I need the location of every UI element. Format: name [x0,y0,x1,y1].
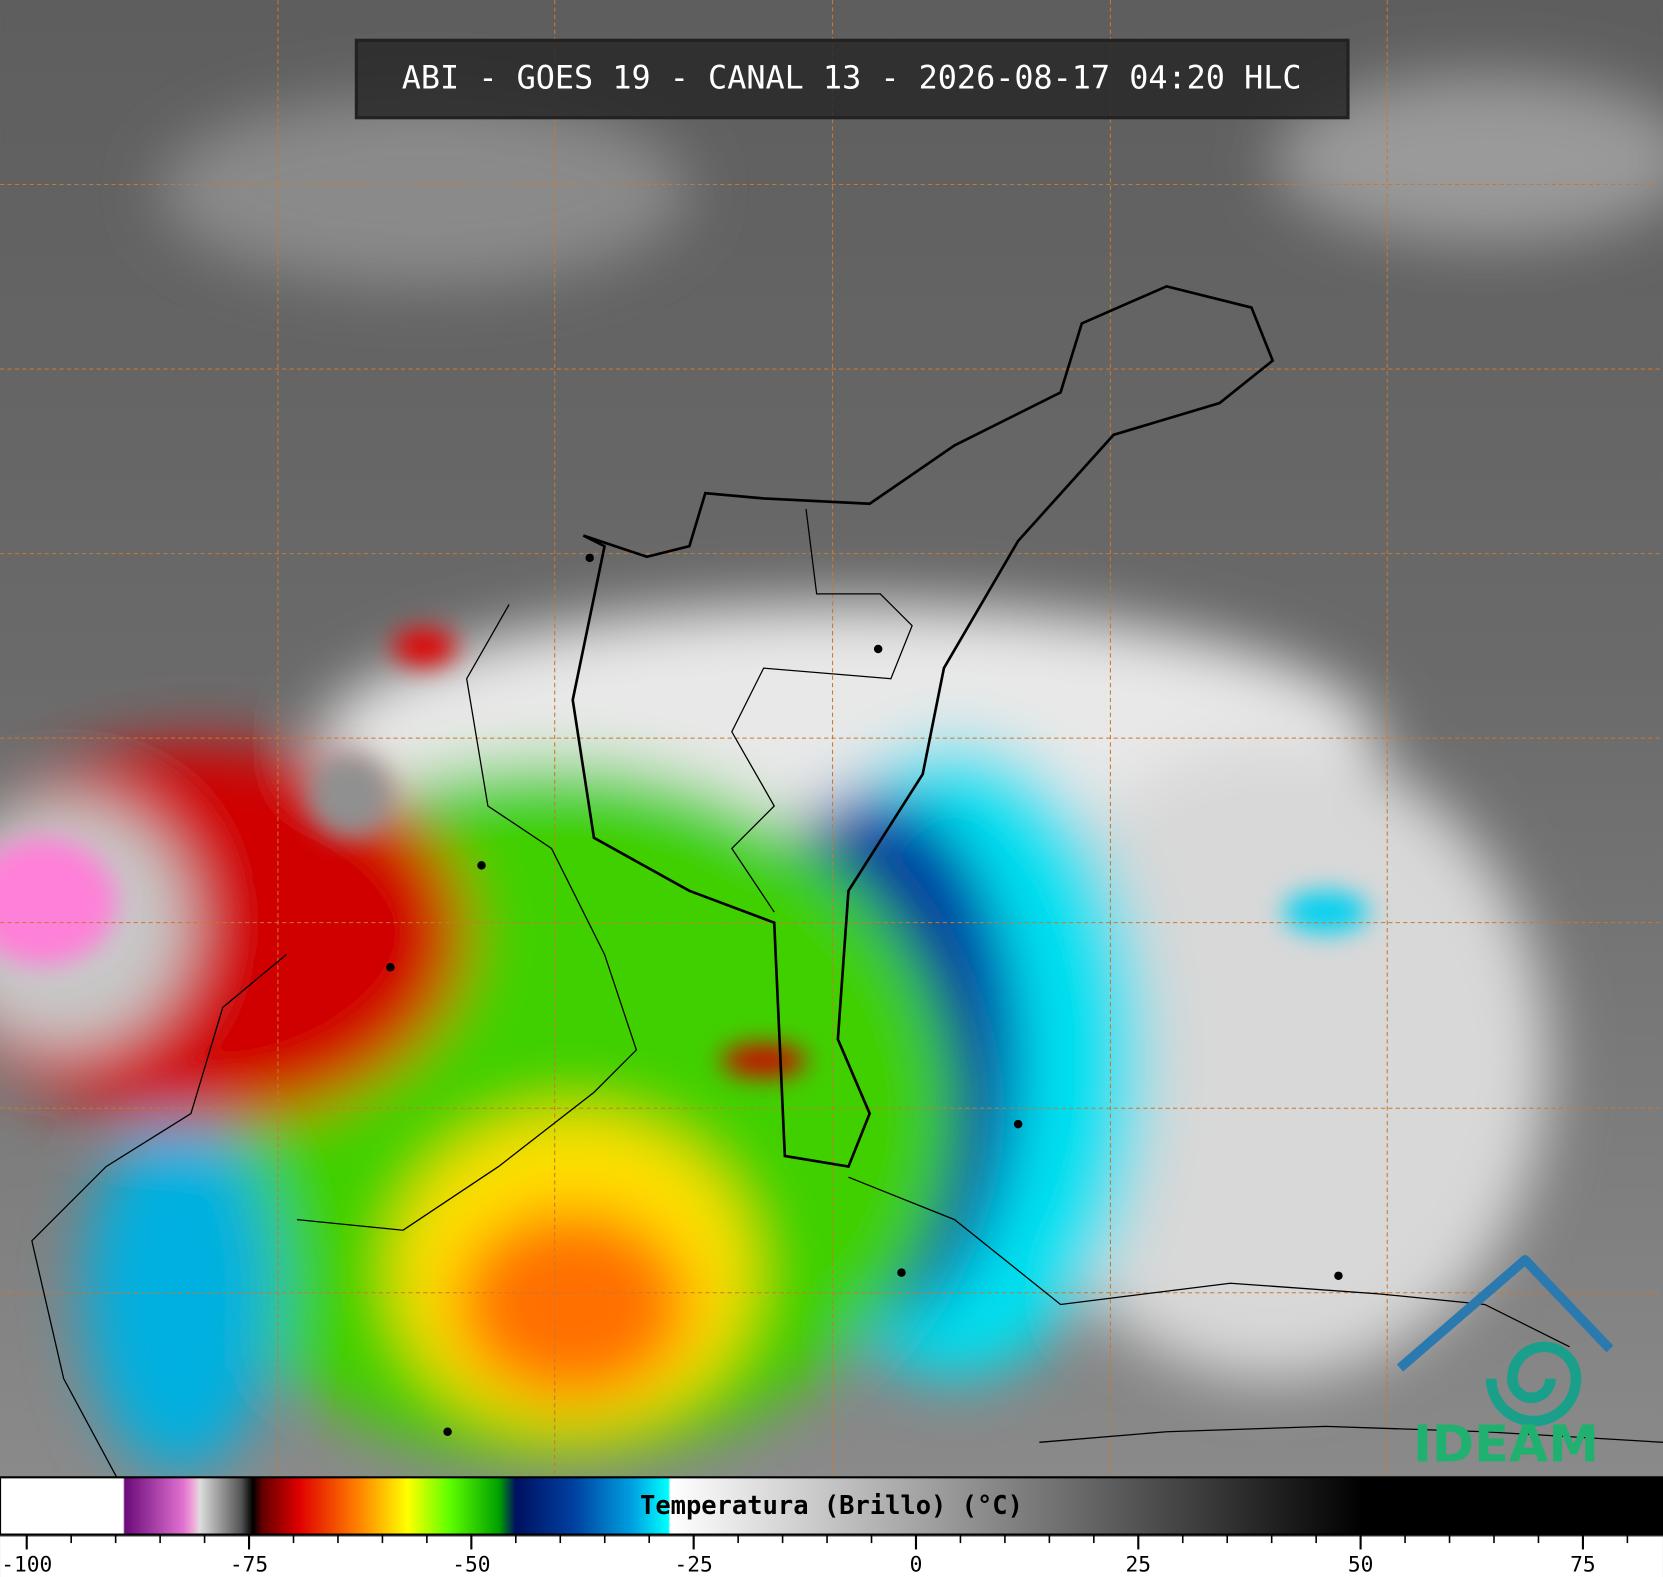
tick-label: -100 [1,1552,52,1577]
tick-label: -25 [675,1552,713,1577]
tick-label: 75 [1570,1552,1596,1577]
logo: IDEAM [1396,1255,1614,1475]
tick-label: 25 [1126,1552,1152,1577]
cities [386,553,1343,1436]
tick-label: 50 [1348,1552,1374,1577]
tick-label: -50 [452,1552,490,1577]
title-box [354,38,1350,120]
borders [571,284,1275,1169]
colorbar-axis: -100 -75 -50 -25 0 25 50 75 [1,1534,1629,1577]
admin-borders [31,508,1663,1478]
tick-label: 0 [910,1552,923,1577]
cloud-field [0,74,1663,1475]
logo-text: IDEAM [1413,1416,1599,1475]
colorbar-label: Temperatura (Brillo) (°C) [640,1491,1023,1521]
cloud-cores [0,627,1369,1077]
graticule [0,0,1663,1478]
axis-area [0,1536,1663,1577]
tick-label: -75 [230,1552,268,1577]
title: ABI - GOES 19 - CANAL 13 - 2026-08-17 04… [402,59,1302,97]
colorbar [0,1476,1663,1536]
